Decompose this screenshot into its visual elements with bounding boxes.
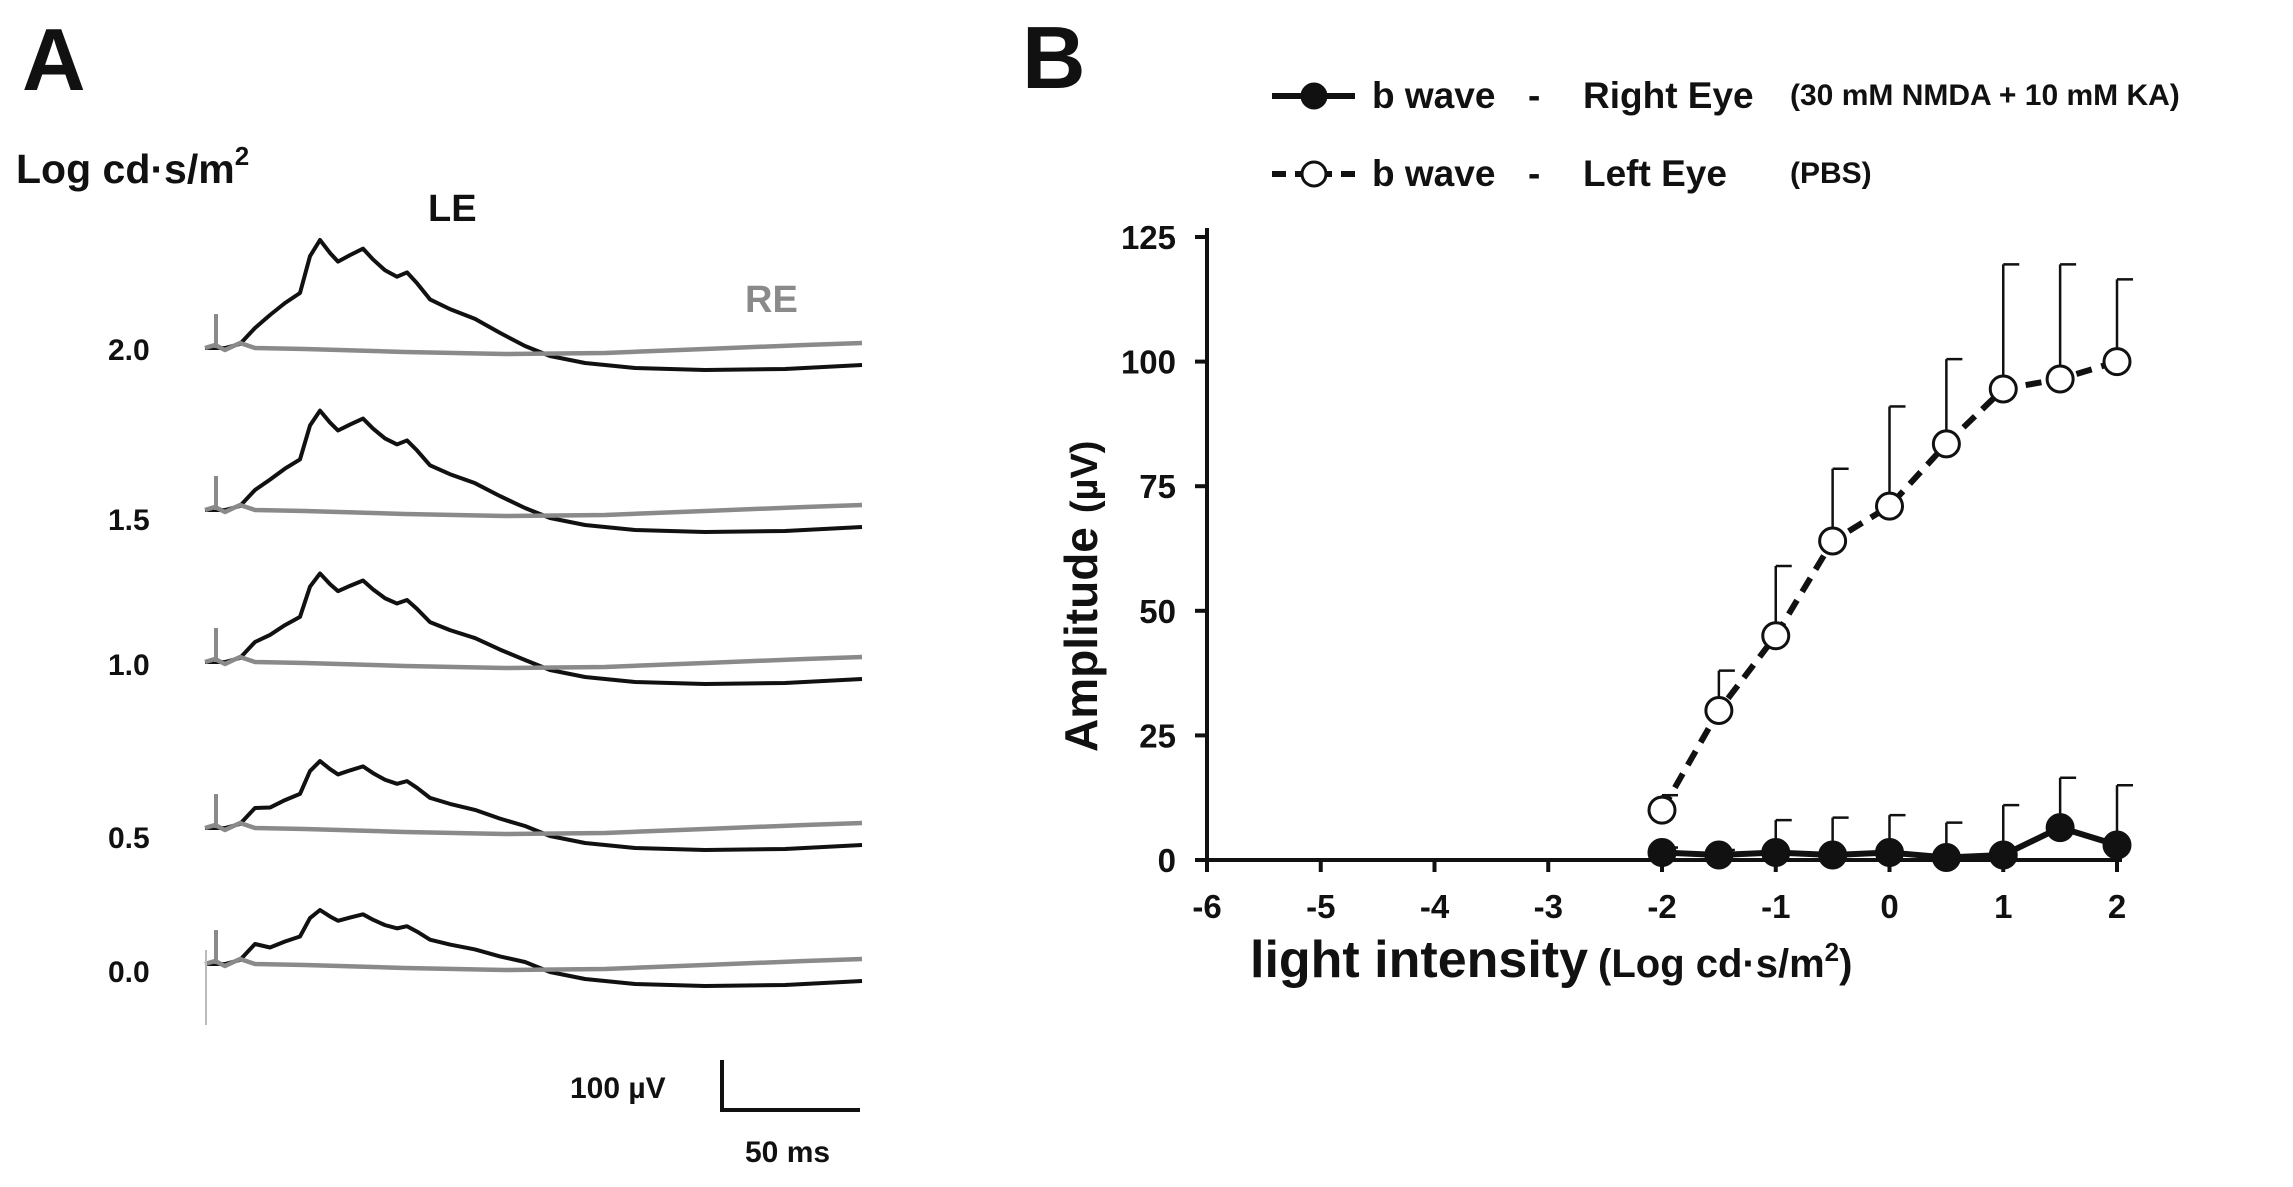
- legend-eye: Right Eye: [1583, 75, 1754, 116]
- re-label: RE: [745, 279, 798, 321]
- x-tick-label: -6: [1192, 888, 1221, 925]
- data-point: [1875, 838, 1904, 868]
- data-point: [1988, 374, 2018, 404]
- series-right-eye: [1647, 776, 2133, 873]
- y-tick-label: 125: [1121, 219, 1176, 256]
- panel-a-unit-label: Log cd·s/m2: [16, 141, 249, 192]
- re-trace: [204, 654, 863, 671]
- le-trace: [205, 408, 863, 534]
- data-point: [1704, 695, 1734, 725]
- legend-treatment: (PBS): [1790, 157, 1872, 190]
- data-point: [2045, 364, 2075, 394]
- re-trace: [204, 502, 863, 519]
- y-tick-label: 25: [1139, 717, 1176, 754]
- panel-a-letter: A: [22, 10, 86, 109]
- data-point: [1647, 838, 1677, 868]
- x-tick-label: 2: [2108, 888, 2126, 925]
- le-label: LE: [428, 188, 477, 230]
- legend-marker-open: [1300, 160, 1328, 188]
- legend-series-name: b wave: [1372, 153, 1495, 194]
- re-trace: [204, 340, 863, 357]
- y-tick-label: 50: [1139, 593, 1176, 630]
- data-point: [1704, 840, 1734, 870]
- x-tick-label: 1: [1994, 888, 2012, 925]
- data-point: [2102, 347, 2132, 377]
- legend-entry-right-eye: b wave - Right Eye (30 mM NMDA + 10 mM K…: [1272, 75, 2180, 116]
- x-tick-label: -2: [1647, 888, 1676, 925]
- legend-series-name: b wave: [1372, 75, 1495, 116]
- le-trace: [205, 908, 863, 988]
- scale-bar-voltage: 100 µV: [570, 1072, 666, 1105]
- data-point: [1818, 526, 1848, 556]
- data-point: [1875, 491, 1904, 521]
- data-point: [1988, 840, 2018, 870]
- series-left-eye: [1647, 263, 2133, 825]
- x-tick-label: 0: [1880, 888, 1898, 925]
- le-trace: [205, 759, 863, 852]
- panel-b: B b wave - Right Eye (30 mM NMDA + 10 mM…: [1022, 8, 2180, 989]
- panel-a: A Log cd·s/m2 LE RE 2.0 1.5 1.0 0.5 0.0 …: [16, 10, 863, 1169]
- le-trace: [205, 571, 863, 686]
- data-point: [2045, 813, 2075, 843]
- erg-traces: 2.0 1.5 1.0 0.5 0.0: [108, 238, 863, 1025]
- panel-b-letter: B: [1022, 8, 1086, 107]
- data-point: [1931, 843, 1961, 873]
- scale-bar: 100 µV 50 ms: [570, 1060, 860, 1169]
- x-tick-label: -1: [1761, 888, 1790, 925]
- intensity-label: 1.0: [108, 649, 150, 682]
- y-axis-title: Amplitude(µV): [1055, 441, 1107, 752]
- intensity-label: 0.0: [108, 956, 150, 989]
- scale-bar-time: 50 ms: [745, 1136, 830, 1169]
- intensity-label: 1.5: [108, 504, 150, 537]
- series-line: [1659, 358, 2118, 812]
- legend-separator: -: [1528, 153, 1540, 194]
- data-point: [1761, 838, 1791, 868]
- scale-bar-lines: [720, 1060, 860, 1112]
- x-axis-title: light intensity (Log cd·s/m2): [1250, 931, 1852, 989]
- legend-treatment: (30 mM NMDA + 10 mM KA): [1790, 79, 2180, 112]
- data-point: [1931, 429, 1961, 459]
- intensity-label: 0.5: [108, 822, 150, 855]
- data-point: [1647, 795, 1677, 825]
- re-trace: [204, 820, 863, 837]
- legend-marker-filled: [1300, 82, 1328, 110]
- x-tick-label: -5: [1306, 888, 1335, 925]
- data-point: [1761, 621, 1791, 651]
- x-tick-label: -3: [1534, 888, 1563, 925]
- plot-area: 0 25 50 75 100 125 -6 -5 -4 -3 -2 -1 0 1 2: [1121, 219, 2133, 925]
- legend-entry-left-eye: b wave - Left Eye (PBS): [1272, 153, 1872, 194]
- legend-separator: -: [1528, 75, 1540, 116]
- le-trace: [205, 238, 863, 372]
- legend-eye: Left Eye: [1583, 153, 1727, 194]
- y-tick-label: 75: [1139, 468, 1176, 505]
- y-tick-label: 100: [1121, 344, 1176, 381]
- intensity-label: 2.0: [108, 334, 150, 367]
- y-tick-label: 0: [1158, 842, 1176, 879]
- data-point: [2102, 830, 2132, 860]
- legend: b wave - Right Eye (30 mM NMDA + 10 mM K…: [1272, 75, 2180, 194]
- x-tick-label: -4: [1420, 888, 1450, 925]
- re-trace: [204, 956, 863, 973]
- data-point: [1818, 840, 1848, 870]
